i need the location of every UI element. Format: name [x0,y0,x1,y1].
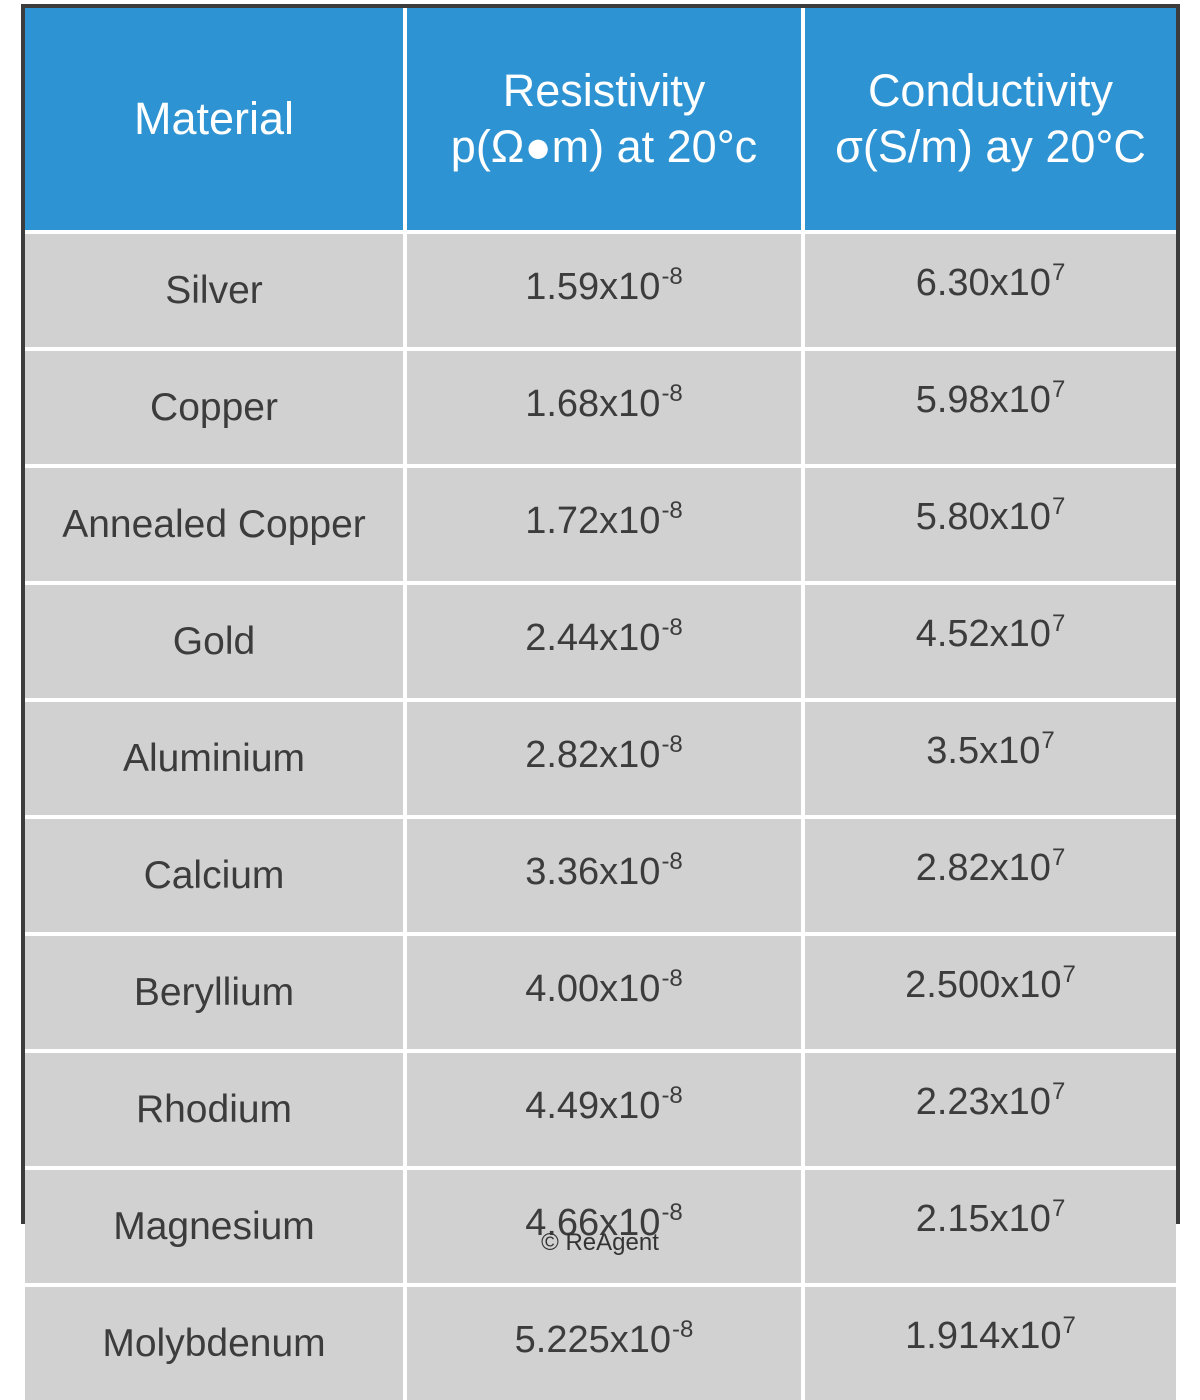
conductivity-cell: 3.5x107 [801,700,1176,819]
conductivity-mantissa: 4.52x10 [915,612,1051,655]
header-material-label: Material [133,93,295,144]
table-row: Copper 1.68x10-8 5.98x107 [25,349,1176,468]
header-conductivity-line-1: Conductivity [867,65,1114,116]
resistivity-exponent: -8 [661,730,683,758]
header-resistivity-line-2: p(Ω●m) at 20°c [450,121,758,172]
resistivity-cell: 1.72x10-8 [403,466,805,585]
resistivity-exponent: -8 [661,379,683,407]
resistivity-cell: 2.82x10-8 [403,700,805,819]
table-row: Beryllium 4.00x10-8 2.500x107 [25,934,1176,1053]
conductivity-cell: 2.82x107 [801,817,1176,936]
resistivity-exponent: -8 [661,1198,683,1226]
resistivity-exponent: -8 [661,262,683,290]
material-cell: Molybdenum [25,1285,407,1400]
resistivity-mantissa: 1.72x10 [525,499,661,542]
material-cell: Silver [25,232,407,351]
resistivity-cell: 5.225x10-8 [403,1285,805,1400]
conductivity-cell: 2.500x107 [801,934,1176,1053]
material-cell: Annealed Copper [25,466,407,585]
conductivity-exponent: 7 [1051,492,1066,520]
table-frame: Material Resistivity p(Ω●m) at 20°c Cond… [21,4,1180,1400]
table-row: Silver 1.59x10-8 6.30x107 [25,232,1176,351]
conductivity-cell: 4.52x107 [801,583,1176,702]
resistivity-mantissa: 4.00x10 [525,967,661,1010]
material-cell: Aluminium [25,700,407,819]
resistivity-exponent: -8 [661,496,683,524]
resistivity-exponent: -8 [661,1081,683,1109]
resistivity-mantissa: 3.36x10 [525,850,661,893]
conductivity-exponent: 7 [1051,258,1066,286]
header-resistivity-line-1: Resistivity [502,65,706,116]
conductivity-mantissa: 2.82x10 [915,846,1051,889]
material-cell: Magnesium [25,1168,407,1287]
conductivity-cell: 2.15x107 [801,1168,1176,1287]
conductivity-cell: 2.23x107 [801,1051,1176,1170]
conductivity-mantissa: 3.5x10 [926,729,1041,772]
header-material: Material [25,8,407,234]
material-cell: Beryllium [25,934,407,1053]
resistivity-exponent: -8 [672,1315,694,1343]
conductivity-exponent: 7 [1051,609,1066,637]
resistivity-mantissa: 1.59x10 [525,265,661,308]
conductivity-exponent: 7 [1051,843,1066,871]
conductivity-exponent: 7 [1051,1194,1066,1222]
resistivity-mantissa: 1.68x10 [525,382,661,425]
table-row: Annealed Copper 1.72x10-8 5.80x107 [25,466,1176,585]
table-row: Aluminium 2.82x10-8 3.5x107 [25,700,1176,819]
resistivity-cell: 1.68x10-8 [403,349,805,468]
header-conductivity-line-2: σ(S/m) ay 20°C [835,121,1146,172]
conductivity-exponent: 7 [1051,375,1066,403]
conductivity-cell: 5.80x107 [801,466,1176,585]
header-conductivity: Conductivity σ(S/m) ay 20°C [801,8,1176,234]
resistivity-conductivity-table: Material Resistivity p(Ω●m) at 20°c Cond… [25,8,1176,1400]
conductivity-mantissa: 5.80x10 [915,495,1051,538]
conductivity-cell: 5.98x107 [801,349,1176,468]
material-cell: Rhodium [25,1051,407,1170]
table-row: Calcium 3.36x10-8 2.82x107 [25,817,1176,936]
table-body: Silver 1.59x10-8 6.30x107 Copper 1.68x10… [25,232,1176,1400]
copyright-notice: © ReAgent [541,1229,659,1256]
conductivity-exponent: 7 [1062,960,1076,988]
table-row: Molybdenum 5.225x10-8 1.914x107 [25,1285,1176,1400]
resistivity-mantissa: 2.44x10 [525,616,661,659]
resistivity-cell: 2.44x10-8 [403,583,805,702]
conductivity-mantissa: 1.914x10 [905,1314,1062,1357]
resistivity-mantissa: 2.82x10 [525,733,661,776]
conductivity-mantissa: 2.500x10 [905,963,1062,1006]
table-row: Gold 2.44x10-8 4.52x107 [25,583,1176,702]
conductivity-exponent: 7 [1062,1311,1076,1339]
conductivity-mantissa: 6.30x10 [915,261,1051,304]
conductivity-mantissa: 2.15x10 [915,1197,1051,1240]
material-cell: Copper [25,349,407,468]
resistivity-mantissa: 5.225x10 [514,1318,672,1361]
resistivity-cell: 1.59x10-8 [403,232,805,351]
header-row: Material Resistivity p(Ω●m) at 20°c Cond… [25,8,1176,234]
resistivity-mantissa: 4.66x10 [525,1201,661,1244]
table-header: Material Resistivity p(Ω●m) at 20°c Cond… [25,8,1176,234]
conductivity-mantissa: 5.98x10 [915,378,1051,421]
conductivity-exponent: 7 [1051,1077,1066,1105]
conductivity-cell: 1.914x107 [801,1285,1176,1400]
conductivity-exponent: 7 [1041,726,1055,754]
resistivity-exponent: -8 [661,847,683,875]
header-resistivity: Resistivity p(Ω●m) at 20°c [403,8,805,234]
resistivity-cell: 4.00x10-8 [403,934,805,1053]
resistivity-mantissa: 4.49x10 [525,1084,661,1127]
table-row: Magnesium 4.66x10-8 2.15x107 [25,1168,1176,1287]
conductivity-mantissa: 2.23x10 [915,1080,1051,1123]
resistivity-cell: 3.36x10-8 [403,817,805,936]
table-row: Rhodium 4.49x10-8 2.23x107 [25,1051,1176,1170]
material-cell: Gold [25,583,407,702]
material-cell: Calcium [25,817,407,936]
resistivity-cell: 4.66x10-8 [403,1168,805,1287]
resistivity-exponent: -8 [661,964,683,992]
resistivity-cell: 4.49x10-8 [403,1051,805,1170]
conductivity-cell: 6.30x107 [801,232,1176,351]
resistivity-exponent: -8 [661,613,683,641]
